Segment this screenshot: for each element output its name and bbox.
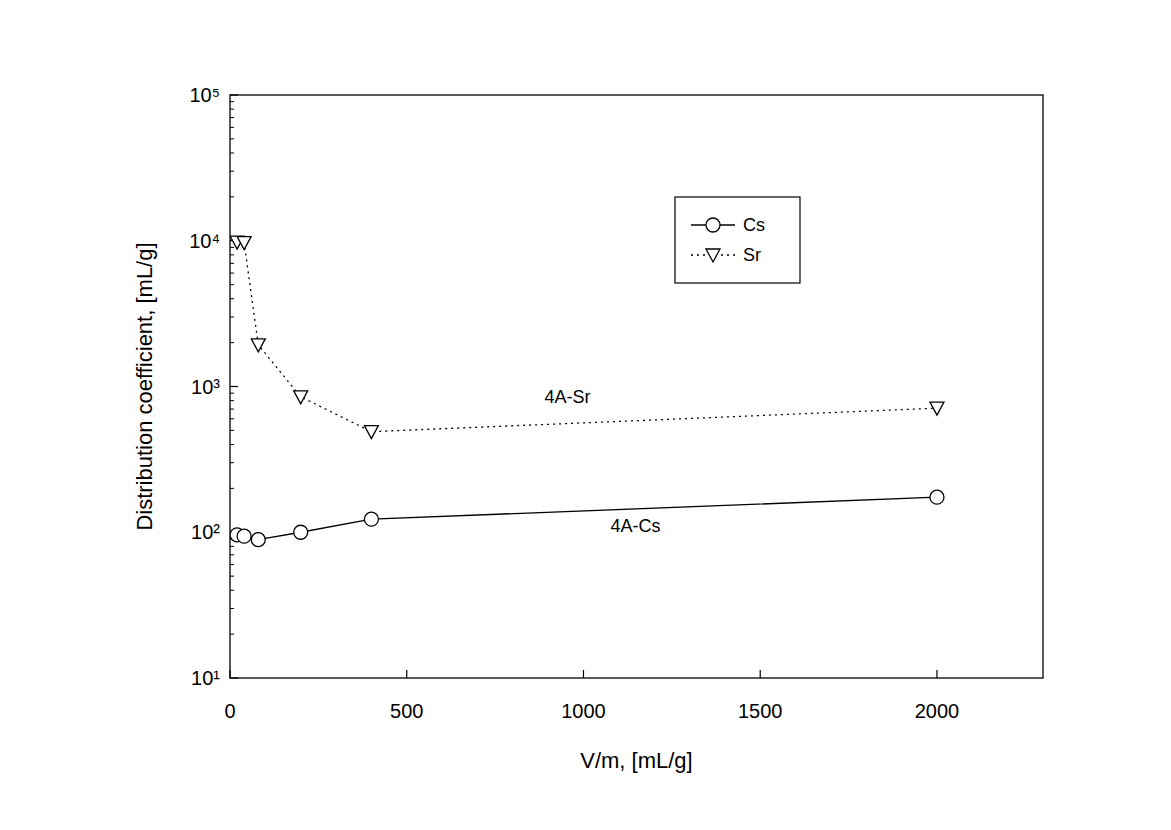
data-point (251, 339, 265, 352)
y-minor-tick (230, 342, 234, 343)
y-minor-tick (230, 263, 234, 264)
data-point (930, 490, 944, 504)
y-minor-tick (230, 152, 234, 153)
legend-marker (706, 218, 720, 232)
y-minor-tick (230, 400, 234, 401)
y-minor-tick (230, 430, 234, 431)
y-minor-tick (230, 608, 234, 609)
y-minor-tick (230, 462, 234, 463)
y-tick (230, 677, 238, 678)
x-tick (229, 670, 230, 678)
series-line (237, 242, 937, 432)
legend-marker (706, 249, 720, 262)
y-minor-tick (230, 298, 234, 299)
data-point (237, 237, 251, 250)
x-tick (760, 670, 761, 678)
plot-frame (230, 95, 1043, 678)
y-tick-label: 10⁵ (189, 84, 220, 106)
data-point (294, 525, 308, 539)
y-minor-tick (230, 576, 234, 577)
y-minor-tick (230, 409, 234, 410)
y-tick-label: 10² (191, 521, 220, 543)
data-point (930, 402, 944, 415)
y-minor-tick (230, 109, 234, 110)
x-tick-label: 2000 (915, 700, 960, 722)
x-tick-label: 500 (390, 700, 423, 722)
series-line (237, 497, 937, 539)
x-tick (406, 670, 407, 678)
y-minor-tick (230, 393, 234, 394)
y-minor-tick (230, 444, 234, 445)
x-tick (936, 670, 937, 678)
y-minor-tick (230, 117, 234, 118)
y-minor-tick (230, 554, 234, 555)
data-point (364, 512, 378, 526)
y-tick (230, 94, 238, 95)
data-point (364, 426, 378, 439)
data-point (237, 529, 251, 543)
y-minor-tick (230, 418, 234, 419)
y-minor-tick (230, 316, 234, 317)
x-axis-label: V/m, [mL/g] (580, 748, 692, 773)
y-minor-tick (230, 196, 234, 197)
y-minor-tick (230, 247, 234, 248)
legend-label: Sr (743, 245, 761, 265)
legend-box (675, 197, 800, 283)
data-layer (230, 236, 944, 547)
y-minor-tick (230, 284, 234, 285)
y-minor-tick (230, 254, 234, 255)
y-minor-tick (230, 634, 234, 635)
y-minor-tick (230, 138, 234, 139)
y-minor-tick (230, 546, 234, 547)
x-tick-label: 1000 (561, 700, 606, 722)
annotation: 4A-Cs (610, 516, 660, 536)
y-tick (230, 386, 238, 387)
y-minor-tick (230, 171, 234, 172)
y-minor-tick (230, 564, 234, 565)
data-point (251, 533, 265, 547)
legend-label: Cs (743, 215, 765, 235)
y-minor-tick (230, 101, 234, 102)
x-tick (583, 670, 584, 678)
y-axis-label: Distribution coefficient, [mL/g] (132, 242, 157, 530)
data-point (294, 391, 308, 404)
y-minor-tick (230, 127, 234, 128)
y-minor-tick (230, 488, 234, 489)
x-tick-label: 0 (224, 700, 235, 722)
y-tick-label: 10³ (191, 376, 220, 398)
y-minor-tick (230, 590, 234, 591)
legend: Cs Sr (675, 197, 800, 283)
y-minor-tick (230, 273, 234, 274)
y-tick-label: 10⁴ (189, 230, 220, 252)
chart: 0 500 1000 1500 2000 10¹ 10² 10³ 10⁴ 10⁵ V/m, [mL/… (0, 0, 1171, 830)
x-tick-label: 1500 (738, 700, 783, 722)
annotation: 4A-Sr (545, 387, 591, 407)
y-tick-label: 10¹ (191, 667, 220, 689)
